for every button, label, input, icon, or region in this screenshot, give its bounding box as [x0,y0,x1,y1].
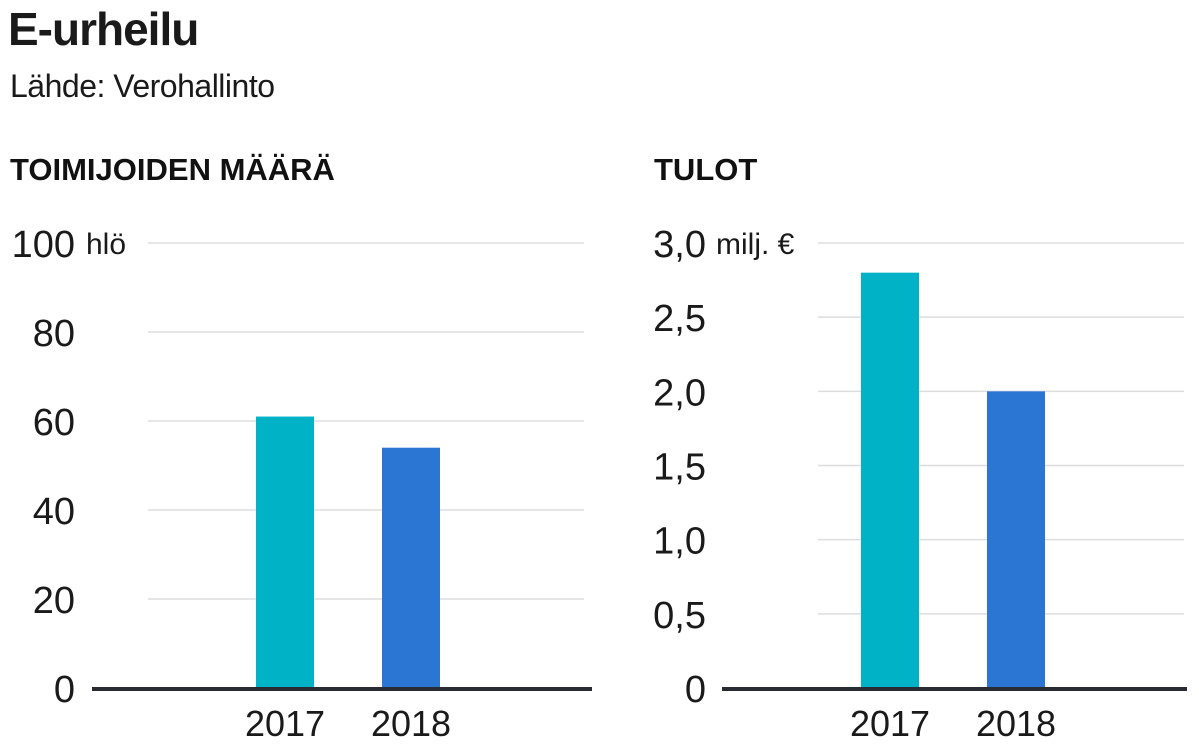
chart-panel-tulot: TULOT 0 0,5 1,0 1,5 2,0 2,5 3,0 milj. € 2017 2018 [653,152,1187,744]
page-title: E-urheilu [8,3,199,55]
y-tick-label: 0,5 [653,595,706,637]
x-tick-label: 2018 [976,703,1056,744]
y-tick-label: 0 [54,669,75,711]
y-tick-label: 2,0 [653,372,706,414]
bar-2018 [987,391,1045,688]
chart-title-tulot: TULOT [654,152,757,187]
x-tick-label: 2017 [245,703,325,744]
x-tick-label: 2018 [371,703,451,744]
bar-2017 [256,416,314,688]
x-tick-label: 2017 [850,703,930,744]
y-tick-label: 1,5 [653,447,706,489]
y-unit-label: milj. € [716,228,795,261]
y-tick-label: 100 [12,224,75,266]
y-tick-label: 20 [33,580,75,622]
bar-2018 [382,447,440,688]
y-tick-label: 80 [33,313,75,355]
source-note: Lähde: Verohallinto [10,68,275,104]
y-tick-label: 1,0 [653,521,706,563]
y-tick-label: 2,5 [653,298,706,340]
y-tick-label: 3,0 [653,224,706,266]
chart-title-toimijat: TOIMIJOIDEN MÄÄRÄ [10,152,335,187]
y-unit-label: hlö [86,228,126,261]
y-tick-label: 40 [33,491,75,533]
chart-panel-toimijat: TOIMIJOIDEN MÄÄRÄ 0 20 40 60 80 100 hlö 2017 201… [10,152,592,744]
y-tick-label: 60 [33,402,75,444]
y-tick-label: 0 [685,669,706,711]
bar-2017 [861,272,919,688]
